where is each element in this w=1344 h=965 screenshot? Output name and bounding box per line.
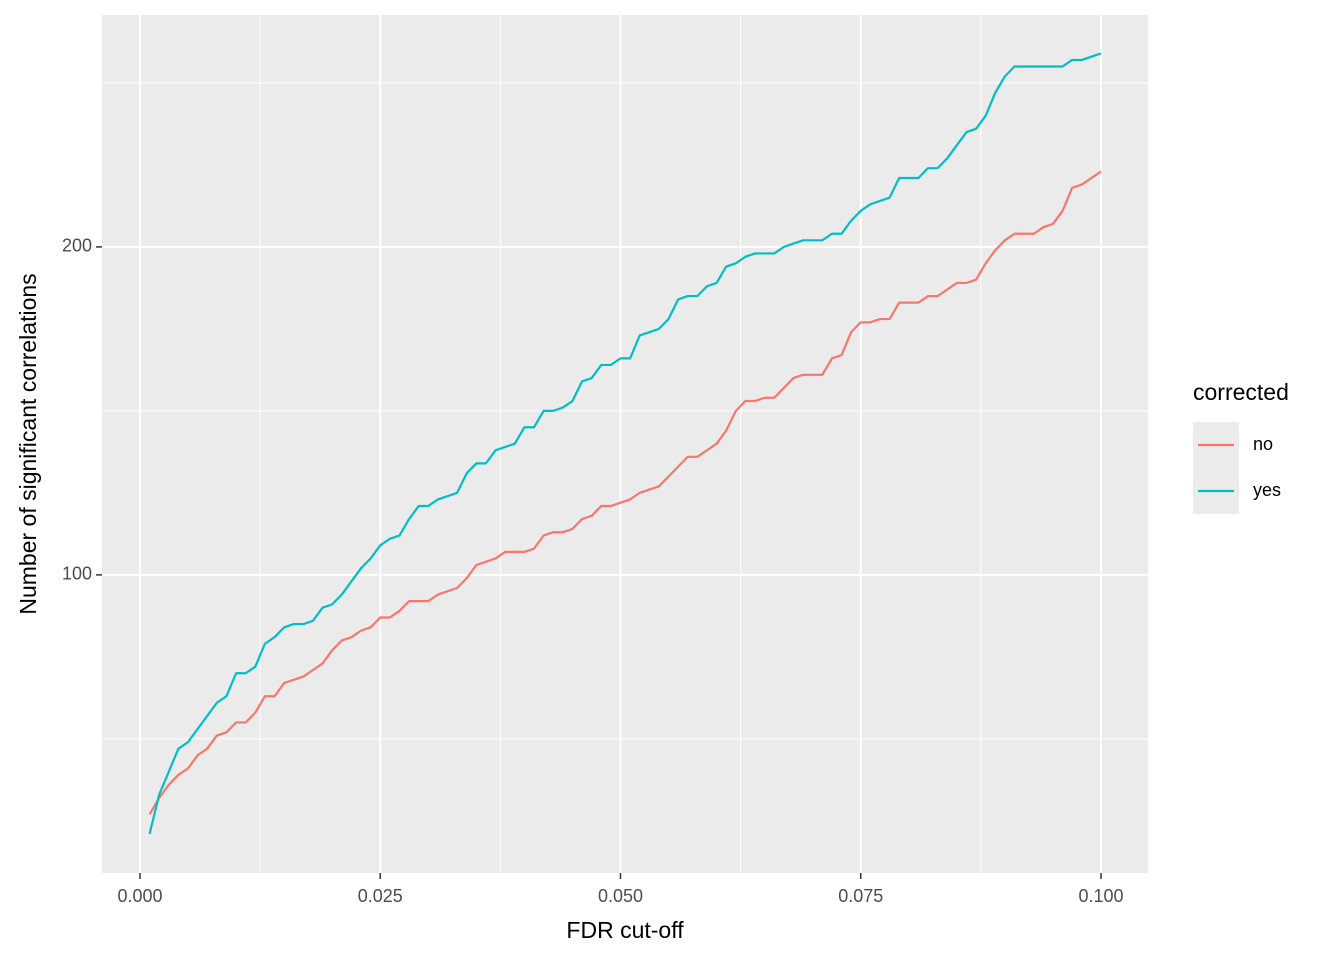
line-series <box>148 170 1102 815</box>
x-tick-label: 0.025 <box>358 886 403 906</box>
axes: 0.000 0.025 0.050 0.075 0.100 100 200 <box>62 236 1124 906</box>
line-series <box>148 52 1102 835</box>
lines <box>148 52 1102 835</box>
legend-title: corrected <box>1193 379 1289 405</box>
legend: no yes <box>1193 422 1281 514</box>
x-tick-label: 0.100 <box>1078 886 1123 906</box>
panel <box>102 15 1148 873</box>
grid <box>102 15 1148 873</box>
x-tick-label: 0.050 <box>598 886 643 906</box>
y-tick-label: 100 <box>62 564 92 584</box>
legend-label: yes <box>1253 480 1281 500</box>
x-tick-label: 0.000 <box>117 886 162 906</box>
y-tick-label: 200 <box>62 236 92 256</box>
legend-label: no <box>1253 434 1273 454</box>
y-axis-title: Number of significant correlations <box>15 273 41 614</box>
x-axis-title: FDR cut-off <box>566 917 684 943</box>
x-tick-label: 0.075 <box>838 886 883 906</box>
